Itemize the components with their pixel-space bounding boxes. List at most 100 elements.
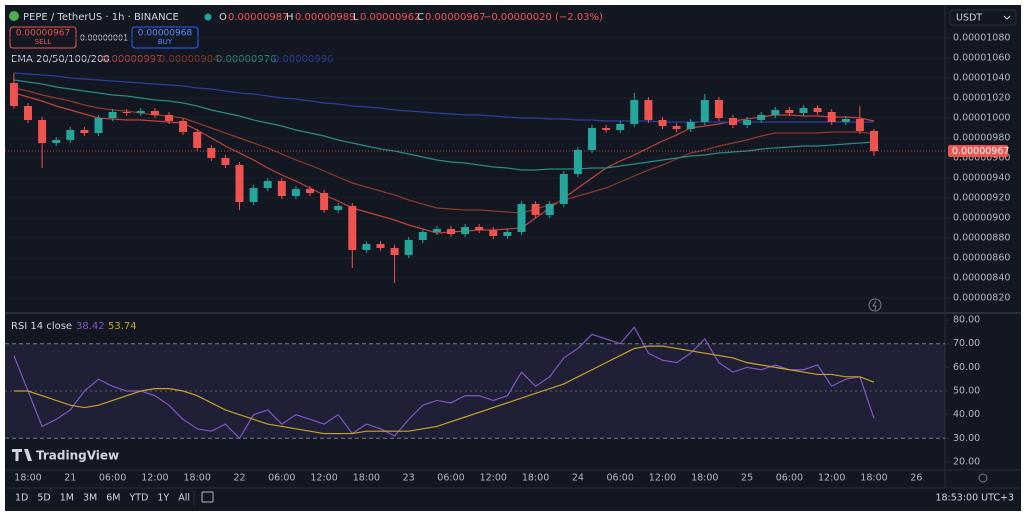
x-tick-label: 24 — [572, 473, 584, 484]
x-tick-label: 22 — [233, 473, 245, 484]
y-tick-label: 0.00000840 — [953, 273, 1010, 284]
candle-body — [447, 229, 455, 234]
ohlc-label: H — [286, 12, 294, 23]
range-button[interactable]: 1D — [15, 493, 28, 504]
candle-body — [150, 111, 159, 115]
y-tick-label: 0.00000960 — [953, 153, 1010, 164]
sell-price: 0.00000967 — [16, 29, 70, 39]
alert-icon[interactable] — [868, 298, 882, 312]
range-button[interactable]: 5D — [37, 493, 50, 504]
date-range-icon[interactable] — [201, 491, 214, 503]
candle-body — [221, 158, 230, 165]
y-tick-label: 0.00000900 — [953, 213, 1010, 224]
y-tick-label: 0.00001000 — [953, 113, 1010, 124]
candle-body — [207, 148, 216, 158]
range-button[interactable]: 1Y — [157, 493, 169, 504]
ohlc-label: C — [417, 12, 424, 23]
brand-logo — [12, 449, 32, 461]
y-tick-label: 0.00000860 — [953, 253, 1010, 264]
candle-body — [404, 240, 413, 255]
candle-body — [9, 83, 18, 106]
candle-body — [418, 232, 427, 240]
y-tick-label: 30.00 — [953, 433, 980, 444]
last-price-tag — [948, 145, 1008, 157]
candle-body — [80, 130, 89, 133]
candle-body — [573, 150, 582, 174]
rsi-ma-value: 53.74 — [108, 321, 137, 332]
symbol-icon — [9, 11, 19, 21]
ema-value: 0.00000984 — [159, 54, 219, 65]
candle-body — [616, 124, 625, 130]
candle-body — [122, 112, 131, 113]
range-bar: 1D 5D 1M 3M 6M YTD 1Y All — [15, 493, 190, 504]
y-tick-label: 0.00000880 — [953, 233, 1010, 244]
range-button[interactable]: 6M — [106, 493, 120, 504]
range-button[interactable]: 3M — [83, 493, 97, 504]
indicator-label[interactable]: EMA 20/50/100/200 — [11, 54, 110, 65]
x-tick-label: 18:00 — [522, 473, 549, 484]
x-tick-label: 12:00 — [310, 473, 337, 484]
ema-line — [13, 79, 875, 171]
x-tick-label: 06:00 — [268, 473, 295, 484]
ohlc-value: 0.00000987 — [228, 12, 288, 23]
candle-body — [306, 189, 314, 193]
y-tick-label: 0.00000940 — [953, 173, 1010, 184]
candle-body — [362, 244, 371, 250]
range-button[interactable]: YTD — [128, 493, 148, 504]
currency-select[interactable] — [949, 9, 1017, 26]
candle-body — [38, 120, 47, 143]
x-tick-label: 12:00 — [141, 473, 168, 484]
candle-body — [503, 232, 512, 236]
ohlc-value: 0.00000962 — [360, 12, 420, 23]
candle-body — [531, 204, 540, 215]
candle-body — [559, 174, 568, 204]
candle-body — [743, 120, 752, 125]
rsi-value: 38.42 — [76, 321, 105, 332]
candle-body — [630, 100, 639, 124]
candle-body — [277, 181, 286, 196]
candle-body — [108, 112, 117, 118]
y-tick-label: 0.00000820 — [953, 293, 1010, 304]
x-tick-label: 21 — [64, 473, 76, 484]
brand-name: TradingView — [36, 449, 119, 463]
x-tick-label: 12:00 — [818, 473, 845, 484]
candle-body — [348, 206, 357, 250]
candle-body — [193, 132, 202, 148]
candle-body — [870, 131, 878, 151]
symbol-title[interactable]: PEPE / TetherUS · 1h · BINANCE — [23, 12, 179, 23]
ohlc-value: 0.00000967 — [425, 12, 485, 23]
y-tick-label: 0.00001080 — [953, 33, 1010, 44]
ohlc-label: O — [219, 12, 227, 23]
candle-body — [658, 120, 667, 126]
candle-body — [517, 204, 526, 232]
x-tick-label: 12:00 — [480, 473, 507, 484]
candle-body — [179, 121, 188, 132]
y-tick-label: 0.00000980 — [953, 133, 1010, 144]
range-button[interactable]: 1M — [60, 493, 74, 504]
candle-body — [799, 108, 808, 113]
x-tick-label: 25 — [741, 473, 753, 484]
candle-body — [841, 119, 850, 122]
candle-body — [235, 165, 244, 202]
y-tick-label: 20.00 — [953, 456, 980, 467]
x-tick-label: 06:00 — [437, 473, 464, 484]
range-button[interactable]: All — [178, 493, 190, 504]
ema-value: 0.00000997 — [102, 54, 162, 65]
candle-body — [827, 112, 836, 122]
candle-body — [334, 206, 343, 210]
rsi-label[interactable]: RSI 14 close — [11, 321, 72, 332]
candle-body — [714, 100, 723, 118]
x-tick-label: 18:00 — [691, 473, 718, 484]
candle-body — [588, 128, 596, 150]
dropdown-caret — [1003, 15, 1011, 20]
candle-body — [644, 100, 653, 120]
candle-body — [686, 122, 695, 129]
market-status — [204, 13, 212, 21]
settings-icon[interactable] — [978, 473, 988, 483]
y-tick-label: 0.00000920 — [953, 193, 1010, 204]
candle-body — [320, 193, 329, 210]
sell-label: SELL — [35, 38, 52, 46]
x-tick-label: 06:00 — [607, 473, 634, 484]
